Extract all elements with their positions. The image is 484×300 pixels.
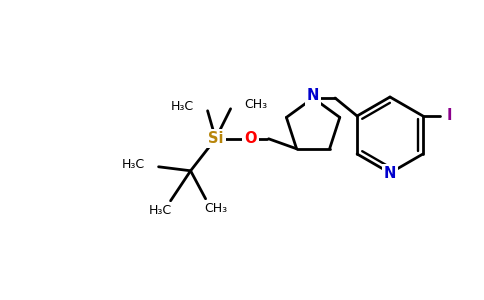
Text: N: N xyxy=(307,88,319,104)
Text: O: O xyxy=(244,131,257,146)
Text: H₃C: H₃C xyxy=(170,100,194,113)
Text: I: I xyxy=(446,109,452,124)
Text: N: N xyxy=(384,167,396,182)
Text: CH₃: CH₃ xyxy=(204,202,227,215)
Text: Si: Si xyxy=(208,131,223,146)
Text: H₃C: H₃C xyxy=(149,204,172,217)
Text: H₃C: H₃C xyxy=(121,158,145,171)
Text: CH₃: CH₃ xyxy=(244,98,268,111)
